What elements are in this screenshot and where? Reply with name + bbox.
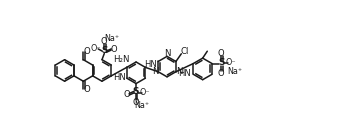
Text: O: O [84, 85, 91, 94]
Text: S: S [218, 58, 224, 67]
Text: O: O [123, 90, 130, 99]
Text: O⁻: O⁻ [226, 58, 237, 67]
Text: O: O [101, 38, 107, 47]
Text: O: O [84, 47, 91, 56]
Text: HN: HN [178, 69, 191, 78]
Text: S: S [101, 46, 107, 55]
Text: Na⁺: Na⁺ [104, 34, 120, 43]
Text: N: N [152, 67, 158, 76]
Text: O: O [218, 69, 225, 78]
Text: Cl: Cl [180, 47, 189, 56]
Text: Na⁺: Na⁺ [228, 67, 243, 76]
Text: O⁻: O⁻ [91, 44, 101, 53]
Text: O⁻: O⁻ [140, 87, 150, 96]
Text: N: N [176, 67, 182, 76]
Text: HN: HN [144, 60, 156, 69]
Text: O: O [218, 49, 225, 58]
Text: H₂N: H₂N [113, 55, 130, 64]
Text: N: N [164, 49, 170, 58]
Text: S: S [133, 87, 139, 96]
Text: Na⁺: Na⁺ [135, 101, 150, 110]
Text: O: O [133, 98, 139, 107]
Text: O: O [110, 45, 117, 54]
Text: HN: HN [113, 72, 125, 82]
